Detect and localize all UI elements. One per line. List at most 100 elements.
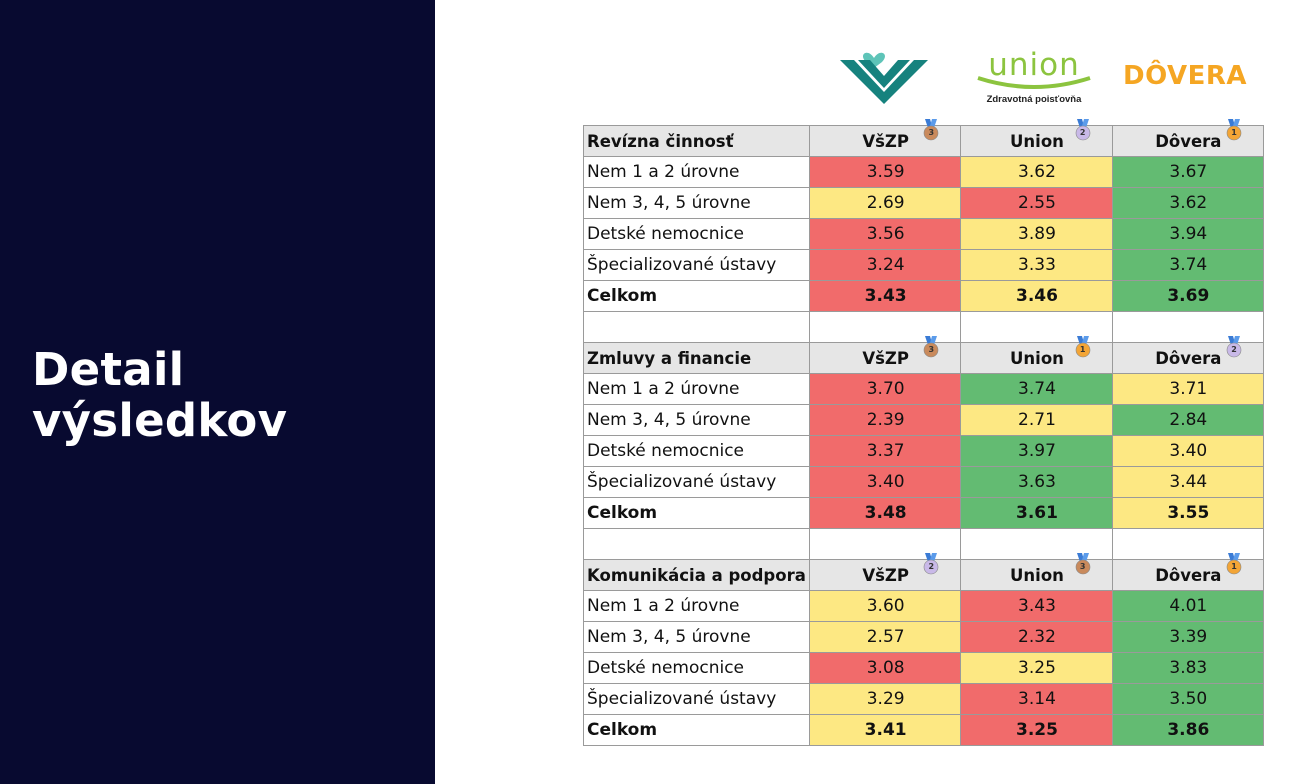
medal-rank: 1 (1079, 345, 1086, 354)
table-row: Špecializované ústavy 3.29 3.14 3.50 (583, 683, 1265, 715)
row-label: Nem 1 a 2 úrovne (583, 590, 810, 622)
medal-icon: 1 (1226, 553, 1242, 575)
score-cell-vszp: 3.37 (808, 435, 962, 467)
insurer-header-union: Union 2 (960, 119, 1113, 157)
score-cell-dovera: 3.62 (1111, 187, 1265, 219)
score-cell-union: 3.74 (960, 373, 1113, 405)
score-cell-dovera: 3.55 (1111, 497, 1265, 529)
insurer-name: Union (1010, 565, 1064, 585)
row-label: Detské nemocnice (583, 435, 810, 467)
results-table: Revízna činnosť VšZP 3 Union 2 Dôvera 1 Nem 1 a… (583, 119, 1265, 746)
union-logo-subtitle: Zdravotná poisťovňa (986, 94, 1082, 105)
score-cell-union: 3.25 (960, 714, 1113, 746)
score-cell-vszp: 3.40 (808, 466, 962, 498)
score-cell-vszp: 2.39 (808, 404, 962, 436)
insurer-header-dovera: Dôvera 2 (1111, 336, 1265, 374)
row-label: Špecializované ústavy (583, 466, 810, 498)
score-cell-dovera: 3.44 (1111, 466, 1265, 498)
medal-rank: 3 (928, 345, 935, 354)
insurer-name: Union (1010, 131, 1064, 151)
score-cell-union: 3.25 (960, 652, 1113, 684)
dovera-logo: DÔVERA (1122, 61, 1247, 91)
insurer-header-dovera: Dôvera 1 (1111, 119, 1265, 157)
medal-icon: 1 (1226, 119, 1242, 141)
medal-rank: 2 (1079, 128, 1086, 137)
medal-icon: 2 (1075, 119, 1091, 141)
insurer-header-union: Union 1 (960, 336, 1113, 374)
row-label: Nem 3, 4, 5 úrovne (583, 621, 810, 653)
table-row: Nem 1 a 2 úrovne 3.59 3.62 3.67 (583, 156, 1265, 188)
score-cell-union: 3.43 (960, 590, 1113, 622)
medal-icon: 2 (1226, 336, 1242, 358)
score-cell-dovera: 3.86 (1111, 714, 1265, 746)
section-header-row: Komunikácia a podpora VšZP 2 Union 3 Dôvera 1 (583, 553, 1265, 591)
score-cell-union: 3.97 (960, 435, 1113, 467)
title-sidebar: Detail výsledkov (0, 0, 435, 784)
medal-icon: 1 (1075, 336, 1091, 358)
slide-title-line-2: výsledkov (32, 394, 288, 447)
union-logo-wordmark: union (988, 47, 1080, 83)
score-cell-vszp: 3.41 (808, 714, 962, 746)
vszp-logo (838, 46, 930, 106)
table-row: Nem 3, 4, 5 úrovne 2.57 2.32 3.39 (583, 621, 1265, 653)
score-cell-union: 3.33 (960, 249, 1113, 281)
score-cell-union: 2.71 (960, 404, 1113, 436)
score-cell-union: 2.55 (960, 187, 1113, 219)
row-label: Detské nemocnice (583, 652, 810, 684)
table-row: Nem 1 a 2 úrovne 3.70 3.74 3.71 (583, 373, 1265, 405)
score-cell-dovera: 3.67 (1111, 156, 1265, 188)
insurer-header-vszp: VšZP 2 (808, 553, 962, 591)
spacer-cell (583, 311, 810, 343)
medal-rank: 3 (928, 128, 935, 137)
table-row: Detské nemocnice 3.56 3.89 3.94 (583, 218, 1265, 250)
score-cell-dovera: 3.94 (1111, 218, 1265, 250)
score-cell-dovera: 3.83 (1111, 652, 1265, 684)
spacer-cell (1111, 528, 1265, 560)
score-cell-vszp: 3.70 (808, 373, 962, 405)
total-row: Celkom 3.48 3.61 3.55 (583, 497, 1265, 529)
score-cell-vszp: 3.48 (808, 497, 962, 529)
medal-icon: 3 (1075, 553, 1091, 575)
score-cell-dovera: 3.71 (1111, 373, 1265, 405)
table-row: Špecializované ústavy 3.24 3.33 3.74 (583, 249, 1265, 281)
section-header-row: Revízna činnosť VšZP 3 Union 2 Dôvera 1 (583, 119, 1265, 157)
total-row: Celkom 3.41 3.25 3.86 (583, 714, 1265, 746)
table-row: Nem 3, 4, 5 úrovne 2.39 2.71 2.84 (583, 404, 1265, 436)
medal-rank: 2 (928, 562, 935, 571)
score-cell-vszp: 2.57 (808, 621, 962, 653)
row-label: Špecializované ústavy (583, 249, 810, 281)
score-cell-union: 3.61 (960, 497, 1113, 529)
spacer-cell (583, 528, 810, 560)
score-cell-vszp: 3.43 (808, 280, 962, 312)
score-cell-union: 3.14 (960, 683, 1113, 715)
insurer-header-vszp: VšZP 3 (808, 119, 962, 157)
row-label: Celkom (583, 497, 810, 529)
score-cell-union: 3.89 (960, 218, 1113, 250)
table-row: Nem 1 a 2 úrovne 3.60 3.43 4.01 (583, 590, 1265, 622)
score-cell-union: 3.63 (960, 466, 1113, 498)
score-cell-union: 3.46 (960, 280, 1113, 312)
row-label: Nem 1 a 2 úrovne (583, 156, 810, 188)
score-cell-union: 2.32 (960, 621, 1113, 653)
medal-rank: 2 (1231, 345, 1237, 354)
score-cell-union: 3.62 (960, 156, 1113, 188)
medal-rank: 3 (1079, 562, 1086, 571)
row-label: Špecializované ústavy (583, 683, 810, 715)
insurer-name: Dôvera (1155, 131, 1222, 151)
medal-icon: 3 (923, 119, 939, 141)
slide-title-line-1: Detail (32, 343, 185, 396)
score-cell-dovera: 2.84 (1111, 404, 1265, 436)
section-title: Komunikácia a podpora (583, 559, 810, 591)
row-label: Celkom (583, 714, 810, 746)
insurer-header-union: Union 3 (960, 553, 1113, 591)
insurer-name: VšZP (862, 348, 909, 368)
score-cell-dovera: 3.39 (1111, 621, 1265, 653)
insurer-name: Dôvera (1155, 565, 1222, 585)
score-cell-vszp: 3.60 (808, 590, 962, 622)
row-label: Nem 1 a 2 úrovne (583, 373, 810, 405)
slide-title: Detail výsledkov (32, 344, 287, 446)
insurer-name: Union (1010, 348, 1064, 368)
medal-rank: 1 (1231, 128, 1237, 137)
score-cell-vszp: 2.69 (808, 187, 962, 219)
score-cell-dovera: 3.74 (1111, 249, 1265, 281)
